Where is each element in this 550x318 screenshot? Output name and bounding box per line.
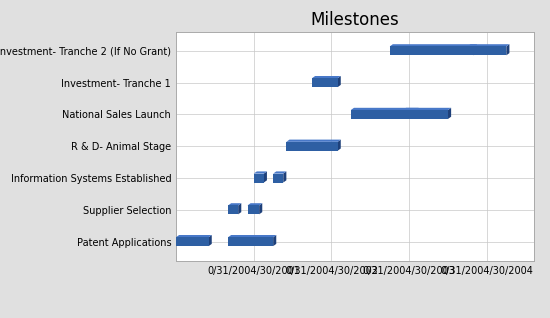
Polygon shape xyxy=(228,203,241,205)
Polygon shape xyxy=(238,203,241,214)
Polygon shape xyxy=(390,44,477,46)
Polygon shape xyxy=(468,44,509,46)
Polygon shape xyxy=(228,235,276,237)
Polygon shape xyxy=(283,171,287,183)
Bar xyxy=(287,142,338,151)
Bar xyxy=(468,46,507,55)
Polygon shape xyxy=(254,171,267,174)
Polygon shape xyxy=(287,140,341,142)
Polygon shape xyxy=(507,44,509,55)
Polygon shape xyxy=(248,203,262,205)
Bar xyxy=(228,237,273,246)
Polygon shape xyxy=(448,108,451,119)
Polygon shape xyxy=(264,171,267,183)
Polygon shape xyxy=(208,235,212,246)
Polygon shape xyxy=(273,171,287,174)
Bar xyxy=(273,174,283,183)
Bar xyxy=(312,78,338,87)
Polygon shape xyxy=(351,108,419,110)
Title: Milestones: Milestones xyxy=(310,11,399,29)
Polygon shape xyxy=(338,140,341,151)
Polygon shape xyxy=(176,235,212,237)
Bar xyxy=(351,110,415,119)
Polygon shape xyxy=(403,108,451,110)
Polygon shape xyxy=(312,76,341,78)
Bar xyxy=(254,174,264,183)
Polygon shape xyxy=(474,44,477,55)
Bar xyxy=(248,205,259,214)
Bar xyxy=(176,237,208,246)
Polygon shape xyxy=(259,203,262,214)
Polygon shape xyxy=(338,76,341,87)
Bar xyxy=(228,205,238,214)
Polygon shape xyxy=(415,108,419,119)
Bar xyxy=(390,46,474,55)
Bar xyxy=(403,110,448,119)
Polygon shape xyxy=(273,235,276,246)
